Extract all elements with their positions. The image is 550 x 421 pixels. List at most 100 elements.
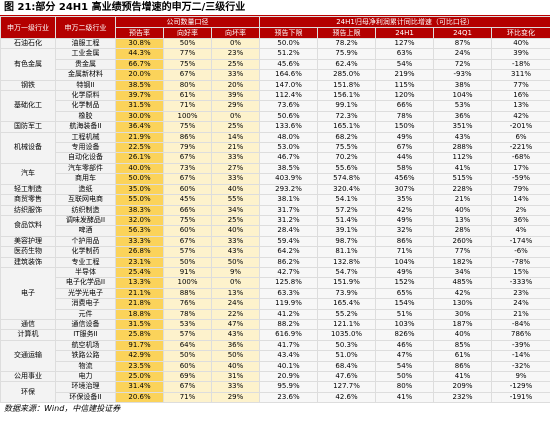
cell: 130% bbox=[433, 298, 493, 310]
table-row: 轻工制造 造纸 35.0% 60% 40% 293.2% 320.4% 307% 228% 79% bbox=[0, 183, 550, 196]
cell: 75.9% bbox=[317, 48, 377, 60]
cell: 49% bbox=[375, 266, 435, 279]
cell: 6% bbox=[491, 131, 550, 144]
cell: 60% bbox=[163, 360, 212, 373]
cell: 88% bbox=[163, 287, 212, 300]
cell: -191% bbox=[491, 391, 550, 404]
cell: 152% bbox=[375, 277, 435, 289]
cell: 53.0% bbox=[259, 142, 319, 154]
table-row: 金属新材料 20.0% 67% 33% 164.6% 285.0% 219% -93% 311% bbox=[1, 69, 550, 81]
group-header: 24H1归母净利润累计同比增速（可比口径） bbox=[259, 16, 550, 28]
cell: 574.8% bbox=[317, 173, 377, 185]
cell: 55.2% bbox=[317, 308, 377, 320]
cell: 156.1% bbox=[317, 90, 377, 102]
cell: 71% bbox=[163, 100, 212, 112]
table-row: 物流 23.5% 60% 40% 40.1% 68.4% 54% 86% -32% bbox=[1, 360, 550, 373]
cell: 57.2% bbox=[317, 204, 377, 216]
table-row: 美容护理 个护用品 33.3% 67% 33% 59.4% 98.7% 86% 260% -174… bbox=[0, 235, 550, 248]
table-head: 申万一级行业 申万二级行业 公司数量口径 24H1归母净利润累计同比增速（可比口… bbox=[0, 16, 550, 39]
table-row: 钢铁 特钢II 38.5% 80% 20% 147.0% 151.8% 115% 38% 77% bbox=[0, 79, 550, 92]
industry-l2: 半导体 bbox=[55, 266, 116, 279]
industry-l1: 环保 bbox=[0, 381, 56, 404]
cell: 29% bbox=[210, 100, 261, 112]
cell: 38.5% bbox=[259, 162, 319, 175]
cell: 53% bbox=[163, 318, 212, 331]
industry-l2: 商用车 bbox=[55, 173, 116, 185]
cell: 104% bbox=[433, 90, 493, 102]
sub-header: 预告下限 bbox=[259, 27, 319, 39]
cell: -39% bbox=[491, 339, 550, 352]
cell: 54.1% bbox=[317, 194, 377, 206]
cell: 23.5% bbox=[115, 360, 164, 373]
cell: 182% bbox=[433, 256, 493, 268]
cell: 40.0% bbox=[115, 162, 164, 175]
industry-l2: 光学光电子 bbox=[55, 287, 116, 300]
cell: 50% bbox=[210, 256, 261, 268]
cell: 115% bbox=[375, 79, 435, 92]
cell: 36% bbox=[491, 214, 550, 227]
industry-l1: 计算机 bbox=[0, 329, 56, 341]
industry-l2: 环保设备II bbox=[55, 391, 116, 404]
cell: 209% bbox=[433, 381, 493, 393]
table-row: 通信 通信设备 31.5% 53% 47% 88.2% 121.1% 103% 187% -84% bbox=[0, 318, 550, 331]
cell: 34% bbox=[433, 266, 493, 279]
cell: 41.7% bbox=[259, 339, 319, 352]
cell: 133.6% bbox=[259, 121, 319, 133]
cell: 75% bbox=[163, 121, 212, 133]
cell: 9% bbox=[491, 370, 550, 383]
cell: 31% bbox=[210, 370, 261, 383]
cell: 75% bbox=[163, 214, 212, 227]
table-row: 商贸零售 互联网电商 55.0% 45% 55% 38.1% 54.1% 35% 21% 14% bbox=[0, 194, 550, 206]
cell: 63.3% bbox=[259, 287, 319, 300]
cell: 46.7% bbox=[259, 152, 319, 164]
industry-l2: 造纸 bbox=[55, 183, 116, 196]
industry-l2: IT服务II bbox=[55, 329, 116, 341]
cell: 39.7% bbox=[115, 90, 164, 102]
table-row: 国防军工 航海装备II 36.4% 75% 25% 133.6% 165.1% 150% 351… bbox=[0, 121, 550, 133]
cell: 9% bbox=[210, 266, 261, 279]
cell: 2% bbox=[491, 204, 550, 216]
cell: 13% bbox=[210, 287, 261, 300]
cell: 219% bbox=[375, 69, 435, 81]
cell: 35.0% bbox=[115, 183, 164, 196]
cell: 70.2% bbox=[317, 152, 377, 164]
cell: 51% bbox=[375, 308, 435, 320]
cell: 293.2% bbox=[259, 183, 319, 196]
cell: 53% bbox=[433, 100, 493, 112]
cell: 88.2% bbox=[259, 318, 319, 331]
cell: 0% bbox=[210, 110, 261, 123]
cell: 121.1% bbox=[317, 318, 377, 331]
cell: 33% bbox=[210, 173, 261, 185]
cell: 39% bbox=[491, 48, 550, 60]
cell: 91% bbox=[163, 266, 212, 279]
table-row: 电子化学品II 13.3% 100% 0% 125.8% 151.9% 152% 485% -3… bbox=[1, 277, 550, 289]
industry-l2: 特钢II bbox=[55, 79, 116, 92]
table: 申万一级行业 申万二级行业 公司数量口径 24H1归母净利润累计同比增速（可比口… bbox=[0, 16, 550, 404]
industry-l2: 环境治理 bbox=[55, 381, 116, 393]
cell: 87% bbox=[433, 37, 493, 50]
cell: 119.9% bbox=[259, 298, 319, 310]
cell: 39.1% bbox=[317, 225, 377, 237]
cell: -59% bbox=[491, 173, 550, 185]
cell: 20% bbox=[210, 79, 261, 92]
industry-l2: 专用设备 bbox=[55, 142, 116, 154]
cell: 50% bbox=[163, 256, 212, 268]
cell: 57% bbox=[163, 246, 212, 258]
cell: 79% bbox=[163, 142, 212, 154]
cell: 40% bbox=[433, 329, 493, 341]
cell: 32.0% bbox=[115, 214, 164, 227]
cell: 120% bbox=[375, 90, 435, 102]
industry-l2: 调味发酵品II bbox=[55, 214, 116, 227]
cell: -68% bbox=[491, 152, 550, 164]
group-header: 公司数量口径 bbox=[114, 16, 261, 28]
industry-l2: 航海装备II bbox=[55, 121, 116, 133]
cell: 515% bbox=[433, 173, 493, 185]
table-row: 商用车 50.0% 67% 33% 403.9% 574.8% 456% 515% -59% bbox=[1, 173, 550, 185]
table-row: 贵金属 66.7% 75% 25% 45.6% 62.4% 54% 72% -18% bbox=[1, 58, 550, 71]
cell: 112.4% bbox=[259, 90, 319, 102]
cell: 307% bbox=[375, 183, 435, 196]
industry-l2: 贵金属 bbox=[55, 58, 116, 71]
cell: 40% bbox=[491, 37, 550, 50]
cell: 260% bbox=[433, 235, 493, 248]
cell: 30.8% bbox=[115, 37, 164, 50]
